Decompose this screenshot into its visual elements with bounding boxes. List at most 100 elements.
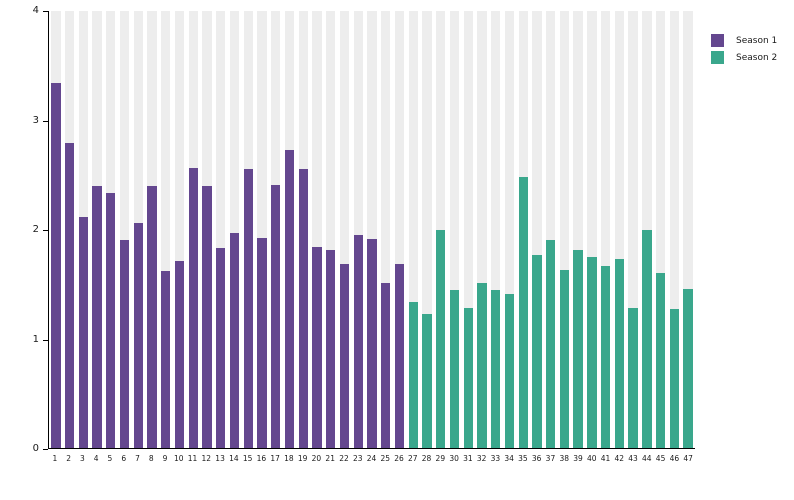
x-tick-label: 40 [586, 454, 597, 463]
x-tick-label: 43 [628, 454, 638, 463]
x-tick-label: 7 [135, 454, 140, 463]
bar-slot [461, 11, 475, 448]
y-tick-label: 1 [32, 333, 39, 345]
x-tick-label: 45 [655, 454, 666, 463]
x-tick-label: 31 [463, 454, 473, 463]
x-tick-label: 10 [174, 454, 184, 463]
bar-12-season-1 [202, 185, 212, 448]
y-tick-mark [43, 339, 48, 341]
x-tick-label: 36 [531, 454, 542, 463]
background-band [683, 11, 693, 448]
bar-slot [434, 11, 448, 448]
x-tick-label: 39 [573, 454, 583, 463]
background-band [367, 11, 377, 448]
bar-slot [269, 11, 283, 448]
background-band [628, 11, 638, 448]
bar-slot [255, 11, 269, 448]
bar-slot [544, 11, 558, 448]
bar-slot [200, 11, 214, 448]
bar-13-season-1 [216, 248, 226, 448]
legend-item-season-1: Season 1 [711, 32, 777, 49]
x-tick-label: 8 [148, 454, 154, 463]
y-tick-label: 0 [32, 443, 39, 454]
bar-37-season-2 [545, 240, 556, 448]
x-tick-label: 22 [339, 454, 349, 463]
bar-slot [516, 11, 530, 448]
x-tick-label: 2 [66, 454, 72, 463]
bar-29-season-2 [436, 229, 446, 448]
background-band [353, 11, 363, 448]
y-tick-mark [43, 230, 48, 231]
bar-25-season-1 [381, 283, 391, 448]
bar-9-season-1 [161, 271, 171, 448]
bar-33-season-2 [491, 289, 501, 448]
background-band [559, 11, 570, 448]
background-band [614, 11, 625, 448]
x-tick-label: 14 [229, 454, 239, 463]
bar-slot [654, 11, 668, 448]
y-tick-mark [43, 449, 48, 450]
y-tick-mark [43, 120, 48, 122]
bar-slot [626, 11, 640, 448]
background-band [669, 11, 680, 448]
x-tick-label: 29 [435, 454, 446, 463]
bar-slot [296, 11, 310, 448]
x-tick-label: 19 [297, 454, 308, 463]
background-band [381, 11, 391, 448]
x-tick-label: 3 [80, 454, 85, 463]
bar-slot [351, 11, 365, 448]
bar-slot [571, 11, 585, 448]
background-band [161, 11, 171, 448]
background-band [216, 11, 226, 448]
bar-5-season-1 [106, 193, 116, 448]
x-tick-label: 18 [284, 454, 294, 463]
bar-16-season-1 [257, 238, 267, 448]
bar-26-season-1 [394, 264, 405, 448]
bar-slot [63, 11, 77, 448]
x-tick-label: 33 [490, 454, 501, 463]
bar-slot [173, 11, 187, 448]
x-tick-label: 21 [325, 454, 335, 463]
season-1-swatch-icon [711, 34, 724, 47]
bar-slot [599, 11, 613, 448]
x-tick-label: 27 [408, 454, 418, 463]
bar-slot [448, 11, 462, 448]
y-tick-label: 3 [32, 114, 39, 126]
bar-31-season-2 [463, 308, 473, 448]
background-band [491, 11, 501, 448]
bar-slot [76, 11, 90, 448]
bar-36-season-2 [532, 254, 542, 448]
x-tick-label: 20 [311, 454, 322, 463]
bar-43-season-2 [628, 308, 638, 448]
season-2-swatch-icon [711, 51, 724, 64]
bar-slot [365, 11, 379, 448]
x-tick-label: 15 [242, 454, 253, 463]
x-tick-label: 24 [366, 454, 377, 463]
bar-14-season-1 [229, 232, 240, 448]
x-tick-label: 16 [256, 454, 267, 463]
bar-32-season-2 [477, 283, 487, 448]
bar-slot [131, 11, 145, 448]
x-tick-label: 23 [352, 454, 363, 463]
x-tick-label: 32 [476, 454, 487, 463]
bar-slot [420, 11, 434, 448]
bar-slot [49, 11, 63, 448]
background-band [655, 11, 666, 448]
x-tick-label: 6 [121, 454, 127, 463]
background-band [119, 11, 130, 448]
y-tick-label: 2 [32, 224, 39, 235]
bar-20-season-1 [312, 246, 322, 448]
bar-8-season-1 [147, 185, 157, 448]
bar-slot [503, 11, 517, 448]
background-band [326, 11, 336, 448]
background-band [587, 11, 597, 448]
legend: Season 1 Season 2 [711, 32, 777, 66]
bar-17-season-1 [271, 184, 281, 448]
x-tick-label: 30 [449, 454, 459, 463]
background-band [600, 11, 611, 448]
background-band [477, 11, 487, 448]
plot-area [48, 11, 695, 449]
background-band [449, 11, 460, 448]
bar-45-season-2 [655, 273, 666, 448]
